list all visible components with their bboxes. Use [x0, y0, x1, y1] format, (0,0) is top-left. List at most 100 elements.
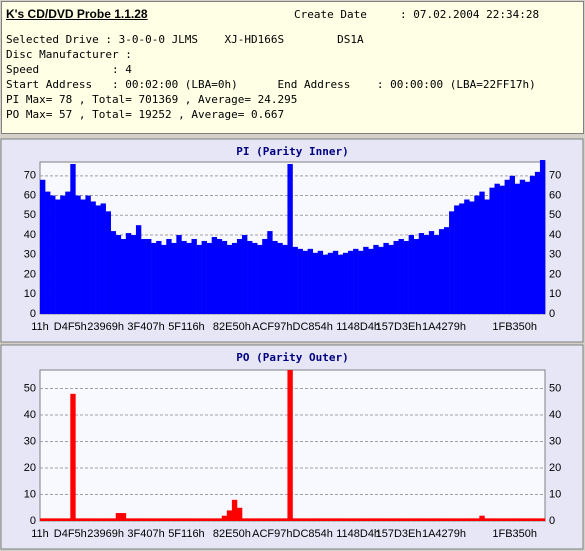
bar [423, 518, 430, 521]
bar [353, 518, 359, 521]
bar [383, 242, 389, 314]
bar [449, 518, 455, 521]
bar [388, 518, 394, 521]
bar [161, 518, 167, 521]
y-tick-label-right: 30 [549, 435, 561, 447]
bar [363, 518, 369, 521]
bar [40, 518, 46, 521]
x-tick-label: DC854h [293, 321, 333, 333]
bar [408, 518, 414, 521]
x-tick-label: 1A4279h [422, 528, 466, 540]
bar [115, 235, 122, 314]
bar [433, 518, 440, 521]
x-tick-label: 23969h [87, 321, 124, 333]
bar [196, 518, 202, 521]
y-tick-label: 0 [30, 515, 36, 527]
info-panel: K's CD/DVD Probe 1.1.28 Create Date : 07… [1, 1, 584, 134]
bar [161, 244, 167, 314]
x-tick-label: 23969h [87, 528, 124, 540]
bar [479, 191, 485, 314]
bar [519, 179, 526, 314]
bar [60, 195, 66, 314]
bar [484, 518, 490, 521]
bar [398, 518, 404, 521]
y-tick-label: 60 [24, 189, 36, 201]
x-tick-label: 3F407h [127, 321, 164, 333]
bar [337, 518, 344, 521]
bar [317, 250, 324, 314]
bar [130, 235, 137, 314]
bar [231, 499, 238, 521]
y-tick-label-right: 20 [549, 462, 561, 474]
bar [272, 518, 278, 521]
bar [75, 195, 81, 314]
bar [105, 518, 111, 521]
y-tick-label-right: 30 [549, 249, 561, 261]
bar [332, 250, 339, 314]
bar [40, 179, 46, 314]
bar [363, 246, 369, 314]
x-tick-label: 1FB350h [492, 321, 537, 333]
info-line: Speed : 4 [6, 63, 132, 76]
bar [408, 235, 414, 314]
bar [388, 244, 394, 314]
bar [181, 518, 187, 521]
y-tick-label: 20 [24, 268, 36, 280]
y-tick-label: 10 [24, 488, 36, 500]
bar [322, 518, 329, 521]
bar [216, 238, 223, 314]
create-date-label: Create Date [294, 8, 367, 21]
create-date: : 07.02.2004 22:34:28 [400, 8, 540, 21]
bar [332, 518, 339, 521]
y-tick-label-right: 10 [549, 288, 561, 300]
bar [489, 518, 495, 521]
bar [469, 201, 475, 314]
bar [469, 518, 475, 521]
bar [236, 507, 243, 521]
bar [156, 240, 162, 314]
bar [55, 199, 61, 314]
y-tick-label: 40 [24, 409, 36, 421]
y-tick-label-right: 40 [549, 409, 561, 421]
y-tick-label-right: 40 [549, 229, 561, 241]
y-tick-label-right: 20 [549, 268, 561, 280]
bar [459, 518, 465, 521]
y-tick-label: 40 [24, 229, 36, 241]
bar [509, 518, 515, 521]
bar [55, 518, 61, 521]
bar [358, 518, 364, 521]
bar [378, 518, 384, 521]
bar [534, 171, 541, 314]
y-tick-label-right: 0 [549, 515, 555, 527]
bar [428, 231, 435, 314]
bar [529, 518, 536, 521]
chart-title: PO (Parity Outer) [236, 351, 349, 364]
y-tick-label-right: 60 [549, 189, 561, 201]
x-tick-label: ACF97h [252, 321, 292, 333]
bar [100, 518, 106, 521]
bar [105, 211, 111, 314]
bar [464, 199, 470, 314]
app-title: K's CD/DVD Probe 1.1.28 [6, 7, 148, 21]
bar [403, 518, 409, 521]
bar [499, 185, 505, 314]
bar [312, 518, 319, 521]
x-tick-label: 5F116h [168, 321, 205, 333]
y-tick-label: 50 [24, 209, 36, 221]
bar [130, 518, 137, 521]
bar [80, 199, 86, 314]
y-tick-label: 10 [24, 288, 36, 300]
bar [95, 518, 101, 521]
bar [398, 238, 404, 314]
x-tick-label: 1A4279h [422, 321, 466, 333]
bar [242, 518, 248, 521]
bar [282, 518, 288, 521]
bar [45, 191, 51, 314]
y-tick-label: 50 [24, 382, 36, 394]
y-tick-label-right: 50 [549, 382, 561, 394]
y-tick-label: 20 [24, 462, 36, 474]
bar [277, 518, 283, 521]
y-tick-label-right: 10 [549, 488, 561, 500]
bar [524, 518, 531, 521]
